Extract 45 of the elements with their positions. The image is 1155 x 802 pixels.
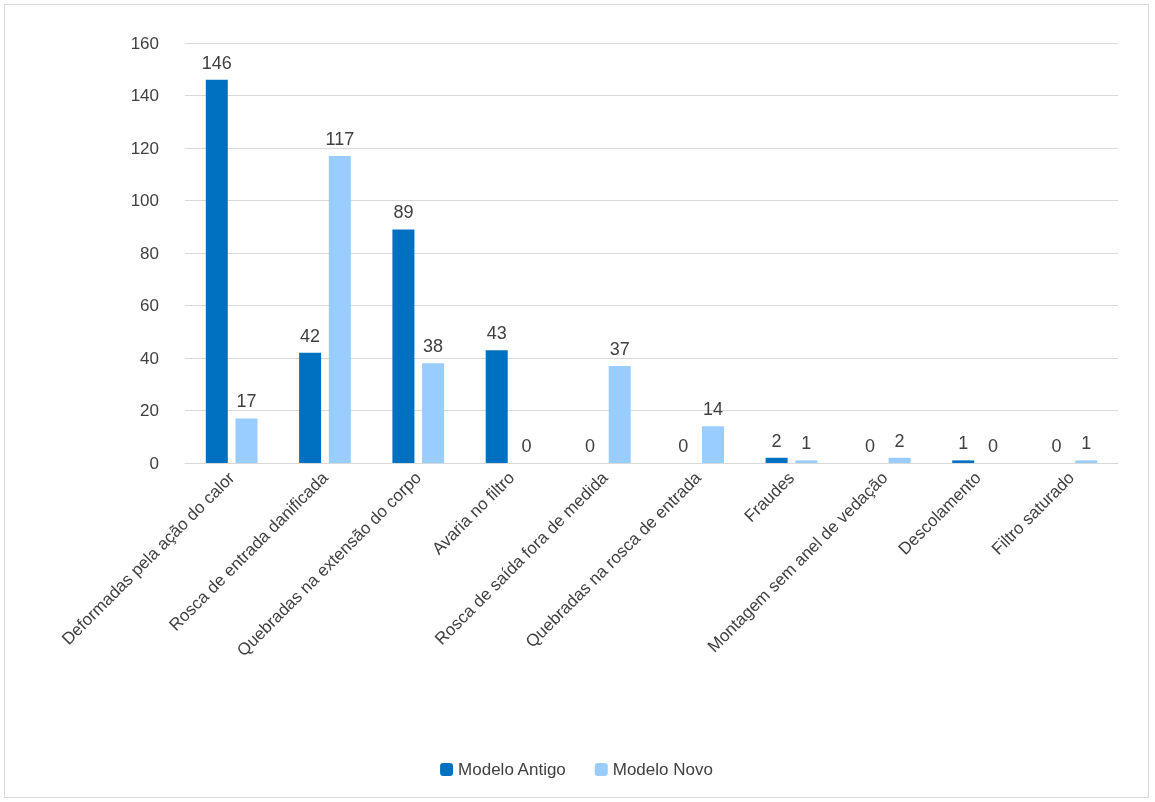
data-label: 14 <box>702 399 724 420</box>
data-label: 146 <box>201 52 232 73</box>
bar <box>888 457 911 463</box>
bar <box>485 350 508 463</box>
y-tick-label: 140 <box>130 86 159 105</box>
bar <box>1075 460 1098 463</box>
data-label: 89 <box>393 202 414 223</box>
data-label: 117 <box>325 128 355 149</box>
bar <box>608 365 631 463</box>
data-label: 42 <box>300 325 321 346</box>
data-label: 0 <box>521 436 532 456</box>
bar <box>952 460 975 463</box>
bar <box>235 418 258 463</box>
bar <box>205 79 228 463</box>
y-tick-label: 160 <box>130 33 159 53</box>
data-label: 0 <box>987 436 998 456</box>
data-label: 0 <box>1051 436 1062 456</box>
data-label: 1 <box>1081 433 1092 454</box>
data-label: 43 <box>486 323 507 344</box>
legend-label: Modelo Novo <box>612 760 713 779</box>
data-label: 2 <box>894 430 905 451</box>
bar <box>422 363 445 463</box>
bar <box>702 426 724 463</box>
bar <box>299 352 322 463</box>
y-tick-label: 120 <box>130 138 159 158</box>
y-tick-label: 100 <box>130 191 159 210</box>
data-label: 37 <box>609 338 630 359</box>
bar <box>328 155 351 463</box>
data-label: 38 <box>423 336 444 357</box>
bar <box>795 460 818 463</box>
data-label: 1 <box>958 433 969 454</box>
y-tick-label: 40 <box>140 348 159 368</box>
data-label: 1 <box>801 433 812 454</box>
data-label: 0 <box>584 436 596 456</box>
data-label: 2 <box>771 430 782 451</box>
y-tick-label: 60 <box>140 296 159 315</box>
legend-label: Modelo Antigo <box>458 760 566 779</box>
y-tick-label: 20 <box>140 401 159 420</box>
data-label: 17 <box>236 391 257 412</box>
y-tick-label: 80 <box>140 243 159 263</box>
data-label: 0 <box>678 436 689 456</box>
bar <box>765 457 788 463</box>
bar <box>392 229 415 463</box>
data-label: 0 <box>864 436 875 456</box>
y-tick-label: 0 <box>149 453 159 473</box>
